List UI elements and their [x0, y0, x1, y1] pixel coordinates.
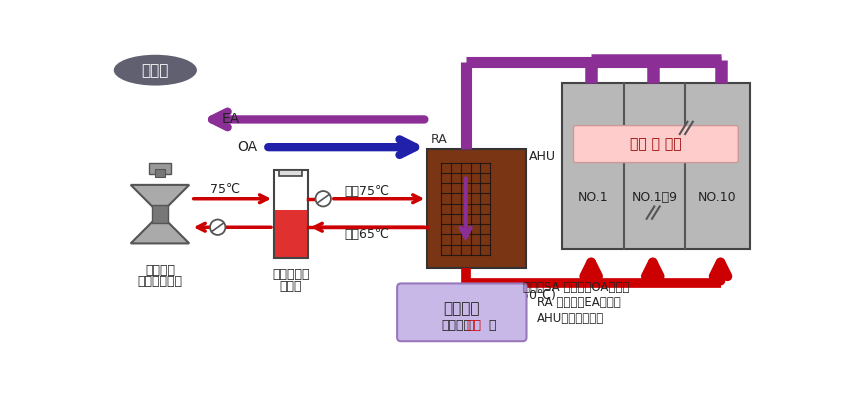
Text: クッション: クッション: [272, 269, 310, 281]
Ellipse shape: [114, 55, 197, 85]
Text: SA(45～50℃): SA(45～50℃): [476, 289, 555, 302]
Text: EA: EA: [222, 113, 240, 126]
Bar: [274, 170, 308, 256]
Text: ＜加 温 庫＞: ＜加 温 庫＞: [630, 137, 682, 151]
Bar: [427, 149, 526, 268]
Bar: [152, 205, 169, 224]
Circle shape: [316, 191, 331, 207]
Text: AHU: AHU: [529, 150, 556, 163]
Bar: [279, 170, 302, 177]
Text: ）: ）: [488, 319, 495, 332]
Text: 温水: 温水: [467, 319, 482, 332]
Text: OA: OA: [237, 140, 257, 154]
Text: 空気熱源: 空気熱源: [145, 264, 175, 277]
Bar: [155, 169, 165, 177]
Text: （空気－: （空気－: [441, 319, 472, 332]
Text: NO.1～9: NO.1～9: [631, 191, 678, 204]
Text: ヒートポンプ: ヒートポンプ: [138, 275, 182, 288]
FancyBboxPatch shape: [398, 284, 527, 341]
Text: 温水65℃: 温水65℃: [344, 228, 390, 241]
Text: タンク: タンク: [279, 280, 302, 293]
Bar: [562, 83, 749, 249]
Text: NO.1: NO.1: [577, 191, 608, 204]
Circle shape: [210, 220, 225, 235]
FancyBboxPatch shape: [573, 126, 738, 162]
Bar: [274, 209, 307, 256]
Text: AHU：空気調和機: AHU：空気調和機: [538, 311, 604, 324]
Text: 温水75℃: 温水75℃: [344, 185, 390, 198]
Text: （注）SA ：給気　OA：外気: （注）SA ：給気 OA：外気: [523, 281, 630, 294]
Text: RA ：還気　EA：排気: RA ：還気 EA：排気: [538, 296, 621, 309]
Bar: [149, 163, 170, 174]
Text: RA: RA: [431, 133, 448, 146]
Text: 導入後: 導入後: [142, 63, 169, 78]
Polygon shape: [131, 214, 189, 243]
Text: 熱交換器: 熱交換器: [444, 301, 480, 316]
Text: 75℃: 75℃: [210, 183, 240, 196]
Polygon shape: [131, 185, 189, 214]
Text: NO.10: NO.10: [698, 191, 737, 204]
